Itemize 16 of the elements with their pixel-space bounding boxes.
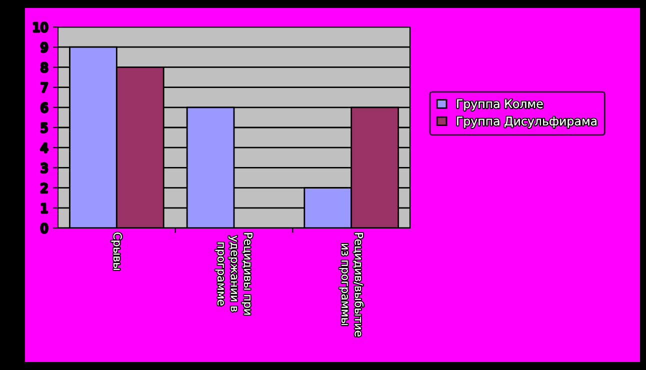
y-tick-label: 3 <box>41 163 48 173</box>
y-tick-label: 8 <box>41 62 48 72</box>
y-tick-label: 0 <box>41 223 48 233</box>
y-tick-label: 7 <box>41 82 48 92</box>
y-tick-label: 5 <box>41 123 48 132</box>
y-tick-label: 10 <box>34 22 48 32</box>
y-tick-label: 2 <box>41 183 48 193</box>
legend-label: Группа Дисульфирама <box>457 116 596 128</box>
y-tick-label: 4 <box>40 143 48 152</box>
y-tick-label: 1 <box>42 204 48 213</box>
x-tick-label: Рецидивы при удержании в программе <box>215 233 252 315</box>
y-tick-label: 6 <box>41 102 48 112</box>
y-tick-label: 9 <box>41 42 48 52</box>
legend-label: Группа Колме <box>457 99 543 110</box>
x-tick-label: Срывы <box>111 232 122 270</box>
x-tick-label: Рецидив/выбытие из программы <box>339 233 364 336</box>
